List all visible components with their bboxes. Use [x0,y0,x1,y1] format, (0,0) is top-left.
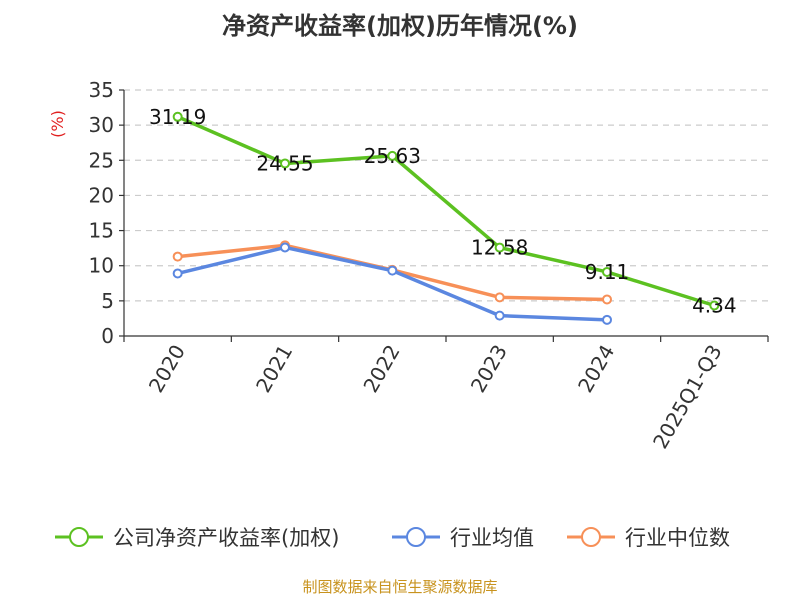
x-tick-label: 2021 [251,341,297,397]
legend: 公司净资产收益率(加权) 行业均值 行业中位数 [55,526,730,550]
data-point [280,242,290,253]
legend-swatch-marker [581,527,601,547]
legend-label: 公司净资产收益率(加权) [113,526,339,550]
y-tick-label: 35 [89,78,114,102]
y-tick-label: 30 [89,113,114,137]
data-label: 4.34 [692,293,737,317]
data-label: 31.19 [149,105,206,129]
data-label: 12.58 [471,236,528,260]
data-point [280,158,290,169]
grid-lines [124,89,768,302]
data-point [172,268,183,279]
x-tick-label: 2024 [573,341,619,397]
y-tick-label: 25 [89,148,114,172]
data-point [172,251,183,262]
data-point [602,314,612,325]
x-tick-label: 2023 [466,340,512,396]
y-axis-unit: (%) [48,110,67,138]
data-point [494,242,505,253]
legend-label: 行业中位数 [625,526,730,550]
data-label: 25.63 [364,144,421,168]
data-point [602,266,612,277]
y-tick-label: 15 [89,219,114,243]
data-point [494,292,505,303]
y-tick-label: 20 [89,183,114,207]
legend-swatch-marker [69,527,89,547]
y-tick-label: 10 [89,254,114,278]
data-label: 24.55 [256,151,313,175]
x-tick-label: 2022 [358,341,404,397]
y-tick-label: 5 [101,289,114,313]
data-label: 9.11 [585,260,630,284]
y-tick-label: 0 [101,324,114,348]
series-line [176,115,715,308]
chart-title: 净资产收益率(加权)历年情况(%) [222,12,578,40]
data-point [709,300,720,311]
data-point [172,111,183,122]
data-labels: 31.19 24.55 25.63 12.58 9.11 4.34 [149,105,737,318]
series-lines [172,111,720,325]
data-point [387,265,398,276]
data-point [387,150,398,161]
data-point [602,294,612,305]
legend-label: 行业均值 [450,526,534,550]
legend-swatch-marker [406,527,426,547]
x-tick-label: 2025Q1-Q3 [648,341,727,453]
data-source: 制图数据来自恒生聚源数据库 [302,578,497,596]
data-point [494,310,505,321]
x-tick-label: 2020 [144,341,190,397]
